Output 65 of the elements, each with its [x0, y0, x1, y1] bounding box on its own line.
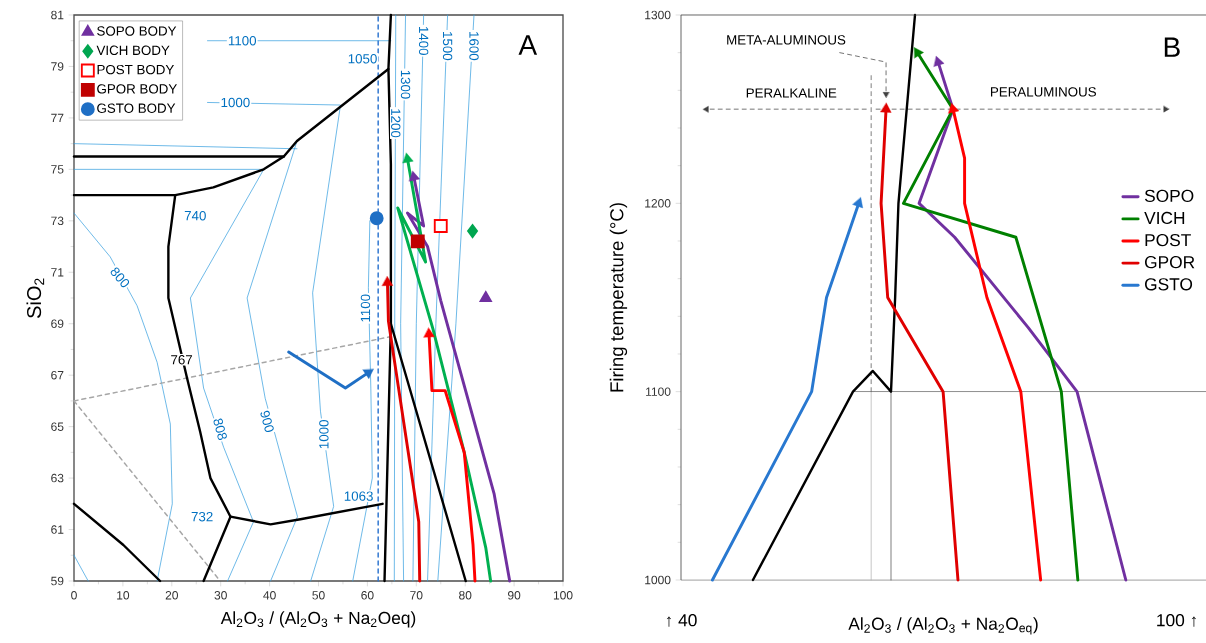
annotation: 1063: [344, 491, 373, 501]
annotation: 1000: [319, 420, 329, 449]
y-axis-title: Firing temperature (°C): [609, 203, 628, 392]
x-tick-label: 50: [312, 591, 325, 600]
x-tick-label: 100: [553, 591, 573, 600]
y-tick-label: 1200: [645, 199, 671, 208]
y-tick-label: 71: [51, 268, 64, 277]
x-tick-label: 70: [410, 591, 423, 600]
x-tick-label: 0: [71, 591, 77, 600]
y-tick-label: 59: [51, 576, 64, 586]
legend-label: GSTO: [1144, 278, 1193, 291]
y-tick-label: 69: [51, 319, 64, 328]
annotation: 1100: [228, 36, 257, 46]
x-tick-label: ↑ 40: [666, 614, 697, 627]
annotation: 1050: [348, 54, 377, 64]
legend-label: SOPO BODY: [97, 26, 177, 36]
annotation: 767: [171, 355, 193, 365]
legend-label: POST BODY: [97, 64, 174, 75]
y-tick-label: 61: [51, 525, 64, 534]
annotation: 732: [191, 511, 213, 522]
x-tick-label: 80: [459, 591, 472, 600]
x-tick-label: 90: [508, 591, 521, 600]
text: Al$_{2}$O$_{3}$ / (Al$_{2}$O$_{3}$ + Na$_{2}$O$_{eq}$): [848, 617, 1038, 635]
legend-label: POST: [1145, 233, 1191, 247]
y-tick-label: 79: [51, 62, 64, 71]
y-tick-label: 1300: [645, 10, 671, 20]
text: B: [1164, 37, 1180, 57]
x-tick-label: 20: [165, 591, 179, 600]
legend-label: VICH BODY: [96, 45, 170, 55]
y-tick-label: 65: [51, 422, 64, 431]
y-tick-label: 75: [51, 165, 64, 174]
annotation: 1200: [391, 109, 401, 138]
y-axis-title: SiO$_{2}$: [26, 278, 45, 318]
annotation: 1300: [400, 70, 411, 99]
text: Al$_{2}$O$_{3}$ / (Al$_{2}$O$_{3}$ + Na$_{2}$Oeq): [220, 611, 416, 628]
x-tick-label: 40: [263, 591, 276, 600]
legend-label: VICH: [1144, 211, 1185, 225]
y-tick-label: 63: [51, 473, 64, 483]
annotation: 1000: [221, 97, 250, 108]
x-tick-label: 30: [214, 591, 227, 600]
legend-label: GPOR: [1144, 256, 1195, 269]
annotation: PERALKALINE: [746, 88, 837, 98]
legend-label: GPOR BODY: [97, 84, 177, 94]
y-tick-label: 81: [51, 10, 64, 20]
annotation: 808: [213, 418, 227, 441]
y-tick-label: 77: [51, 113, 64, 123]
annotation: 1100: [360, 294, 371, 322]
x-tick-label: 10: [117, 591, 130, 600]
annotation: PERALUMINOUS: [991, 87, 1096, 97]
legend-label: SOPO: [1144, 189, 1194, 203]
y-tick-label: 73: [51, 216, 64, 226]
annotation: 800: [110, 267, 130, 288]
annotation: META-ALUMINOUS: [727, 35, 846, 45]
x-tick-label: 100 ↑: [1157, 614, 1196, 627]
annotation: 1500: [442, 32, 453, 61]
x-tick-label: 60: [361, 591, 374, 600]
annotation: 740: [184, 210, 206, 221]
legend-label: GSTO BODY: [97, 103, 176, 113]
y-tick-label: 1100: [646, 387, 671, 396]
y-tick-label: 67: [51, 370, 64, 380]
annotation: 1600: [469, 32, 479, 61]
y-tick-label: 1000: [645, 575, 671, 585]
annotation: 900: [260, 410, 274, 433]
annotation: 1400: [418, 26, 429, 56]
text: A: [518, 35, 538, 55]
